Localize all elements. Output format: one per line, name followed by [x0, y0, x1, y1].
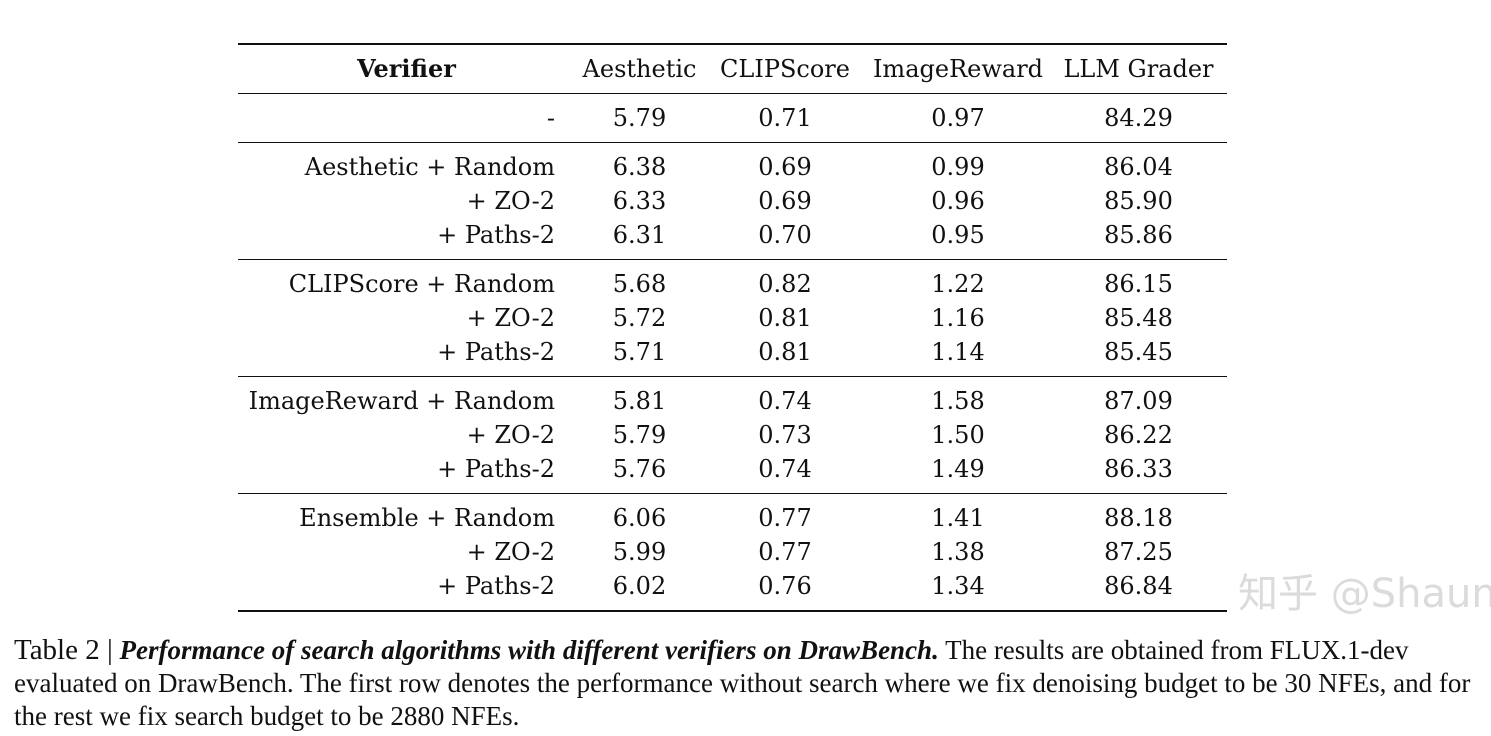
table-row: Aesthetic + Random 6.38 0.69 0.99 86.04: [238, 143, 1227, 185]
verifier-cell: + ZO-2: [466, 304, 555, 332]
results-table: Verifier Aesthetic CLIPScore ImageReward…: [238, 43, 1227, 612]
value-cell: 0.71: [758, 104, 812, 132]
caption-body: The results are obtained from FLUX.1-dev…: [14, 635, 1471, 731]
table-row: + Paths-2 6.31 0.70 0.95 85.86: [238, 218, 1227, 260]
value-cell: 0.81: [758, 338, 812, 366]
value-cell: 0.73: [758, 421, 812, 449]
value-cell: 1.58: [931, 387, 985, 415]
header-aesthetic: Aesthetic: [582, 55, 697, 83]
verifier-cell: + ZO-2: [466, 187, 555, 215]
value-cell: 0.74: [758, 455, 812, 483]
verifier-cell: + ZO-2: [466, 538, 555, 566]
value-cell: 1.22: [931, 270, 985, 298]
value-cell: 0.70: [758, 221, 812, 249]
value-cell: 5.68: [612, 270, 667, 298]
value-cell: 0.69: [758, 153, 812, 181]
value-cell: 6.06: [612, 504, 667, 532]
value-cell: 6.38: [612, 153, 667, 181]
value-cell: 85.90: [1104, 187, 1173, 215]
value-cell: 86.33: [1104, 455, 1173, 483]
value-cell: 1.16: [931, 304, 985, 332]
caption-label: Table 2 |: [14, 634, 113, 666]
value-cell: 0.69: [758, 187, 812, 215]
table-row: ImageReward + Random 5.81 0.74 1.58 87.09: [238, 377, 1227, 419]
verifier-cell: -: [546, 104, 555, 132]
value-cell: 1.50: [931, 421, 985, 449]
value-cell: 86.84: [1104, 572, 1173, 600]
value-cell: 5.99: [612, 538, 667, 566]
table-row: + ZO-2 6.33 0.69 0.96 85.90: [238, 184, 1227, 218]
header-verifier: Verifier: [357, 54, 456, 83]
value-cell: 86.15: [1104, 270, 1173, 298]
value-cell: 0.76: [758, 572, 812, 600]
row-group: Ensemble + Random 6.06 0.77 1.41 88.18 + ZO-2…: [238, 494, 1227, 611]
table-row: + Paths-2 6.02 0.76 1.34 86.84: [238, 569, 1227, 611]
table-row: + ZO-2 5.99 0.77 1.38 87.25: [238, 535, 1227, 569]
table-row: + Paths-2 5.71 0.81 1.14 85.45: [238, 335, 1227, 377]
table-row: Ensemble + Random 6.06 0.77 1.41 88.18: [238, 494, 1227, 536]
value-cell: 0.97: [931, 104, 985, 132]
value-cell: 6.33: [612, 187, 667, 215]
table-row: + ZO-2 5.72 0.81 1.16 85.48: [238, 301, 1227, 335]
value-cell: 0.95: [931, 221, 985, 249]
verifier-cell: + Paths-2: [437, 338, 555, 366]
value-cell: 85.86: [1104, 221, 1173, 249]
value-cell: 5.79: [612, 104, 667, 132]
verifier-cell: + Paths-2: [437, 572, 555, 600]
value-cell: 5.72: [612, 304, 667, 332]
value-cell: 1.41: [931, 504, 985, 532]
row-group: CLIPScore + Random 5.68 0.82 1.22 86.15 + ZO-…: [238, 260, 1227, 377]
table-caption: Table 2 | Performance of search algorith…: [14, 634, 1474, 733]
value-cell: 5.71: [612, 338, 667, 366]
value-cell: 87.09: [1104, 387, 1173, 415]
header-imagereward: ImageReward: [872, 55, 1044, 83]
value-cell: 5.81: [612, 387, 667, 415]
value-cell: 6.31: [612, 221, 667, 249]
value-cell: 1.14: [931, 338, 985, 366]
value-cell: 1.34: [931, 572, 985, 600]
value-cell: 0.77: [758, 504, 812, 532]
value-cell: 86.04: [1104, 153, 1173, 181]
value-cell: 0.82: [758, 270, 812, 298]
value-cell: 1.49: [931, 455, 985, 483]
value-cell: 5.79: [612, 421, 667, 449]
table-row: + ZO-2 5.79 0.73 1.50 86.22: [238, 418, 1227, 452]
table-row: - 5.79 0.71 0.97 84.29: [238, 94, 1227, 143]
value-cell: 86.22: [1104, 421, 1173, 449]
verifier-cell: Aesthetic + Random: [304, 153, 555, 181]
watermark: 知乎 @Shaun: [1238, 571, 1491, 617]
value-cell: 0.74: [758, 387, 812, 415]
header-clipscore: CLIPScore: [720, 55, 850, 83]
verifier-cell: CLIPScore + Random: [288, 270, 555, 298]
caption-title: Performance of search algorithms with di…: [119, 635, 939, 665]
row-group: - 5.79 0.71 0.97 84.29: [238, 94, 1227, 143]
header-row: Verifier Aesthetic CLIPScore ImageReward…: [238, 44, 1227, 94]
value-cell: 87.25: [1104, 538, 1173, 566]
verifier-cell: + ZO-2: [466, 421, 555, 449]
verifier-cell: + Paths-2: [437, 221, 555, 249]
value-cell: 6.02: [612, 572, 667, 600]
value-cell: 0.81: [758, 304, 812, 332]
value-cell: 85.48: [1104, 304, 1173, 332]
row-group: ImageReward + Random 5.81 0.74 1.58 87.09 + Z…: [238, 377, 1227, 494]
value-cell: 5.76: [612, 455, 667, 483]
verifier-cell: ImageReward + Random: [248, 387, 555, 415]
table-row: + Paths-2 5.76 0.74 1.49 86.33: [238, 452, 1227, 494]
value-cell: 84.29: [1104, 104, 1173, 132]
row-group: Aesthetic + Random 6.38 0.69 0.99 86.04 + ZO-…: [238, 143, 1227, 260]
value-cell: 0.96: [931, 187, 985, 215]
value-cell: 88.18: [1104, 504, 1173, 532]
value-cell: 0.99: [931, 153, 985, 181]
verifier-cell: + Paths-2: [437, 455, 555, 483]
value-cell: 0.77: [758, 538, 812, 566]
value-cell: 85.45: [1104, 338, 1173, 366]
value-cell: 1.38: [931, 538, 985, 566]
table-row: CLIPScore + Random 5.68 0.82 1.22 86.15: [238, 260, 1227, 302]
header-llm-grader: LLM Grader: [1063, 55, 1214, 83]
verifier-cell: Ensemble + Random: [299, 504, 555, 532]
